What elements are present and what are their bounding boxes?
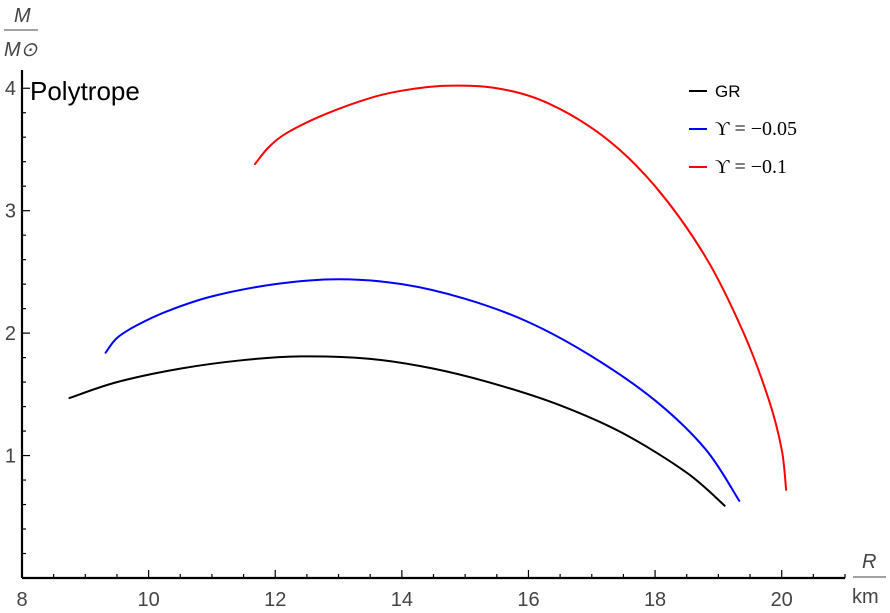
x-tick-label: 14	[391, 589, 413, 611]
x-tick-label: 16	[517, 589, 539, 611]
y-tick-label: 4	[5, 78, 16, 100]
x-axis-label: R km	[852, 551, 886, 608]
x-tick-label: 20	[771, 589, 793, 611]
x-tick-label: 8	[16, 589, 27, 611]
series-layer	[68, 84, 788, 507]
legend-item-upsilon-0-1: ϒ = −0.1	[689, 156, 787, 178]
legend-item-upsilon-0-05: ϒ = −0.05	[689, 118, 797, 140]
x-axis-label-symbol: R	[862, 551, 876, 573]
series-line-gr	[68, 355, 726, 507]
series-line-upsilon-0-05	[104, 278, 741, 502]
legend-label: ϒ = −0.1	[715, 156, 787, 178]
x-tick-label: 12	[264, 589, 286, 611]
y-axis-label: M M⊙	[4, 5, 38, 61]
y-axis-ticks: 1 2 3 4	[5, 78, 30, 555]
series-line-upsilon-0-1	[253, 84, 788, 491]
y-axis-label-denominator: M⊙	[4, 39, 38, 61]
y-axis-label-numerator: M	[14, 5, 31, 27]
chart-title: Polytrope	[30, 76, 140, 106]
x-tick-label: 18	[644, 589, 666, 611]
x-tick-label: 10	[137, 589, 159, 611]
legend: GR ϒ = −0.05 ϒ = −0.1	[689, 82, 797, 178]
legend-label: ϒ = −0.05	[715, 118, 797, 140]
y-tick-label: 1	[5, 446, 16, 468]
y-tick-label: 2	[5, 323, 16, 345]
legend-item-gr: GR	[689, 82, 741, 101]
y-tick-label: 3	[5, 201, 16, 223]
legend-label: GR	[715, 82, 741, 101]
x-axis-ticks: 8 10 12 14 16 18 20	[16, 570, 846, 611]
x-axis-label-unit: km	[852, 586, 879, 608]
